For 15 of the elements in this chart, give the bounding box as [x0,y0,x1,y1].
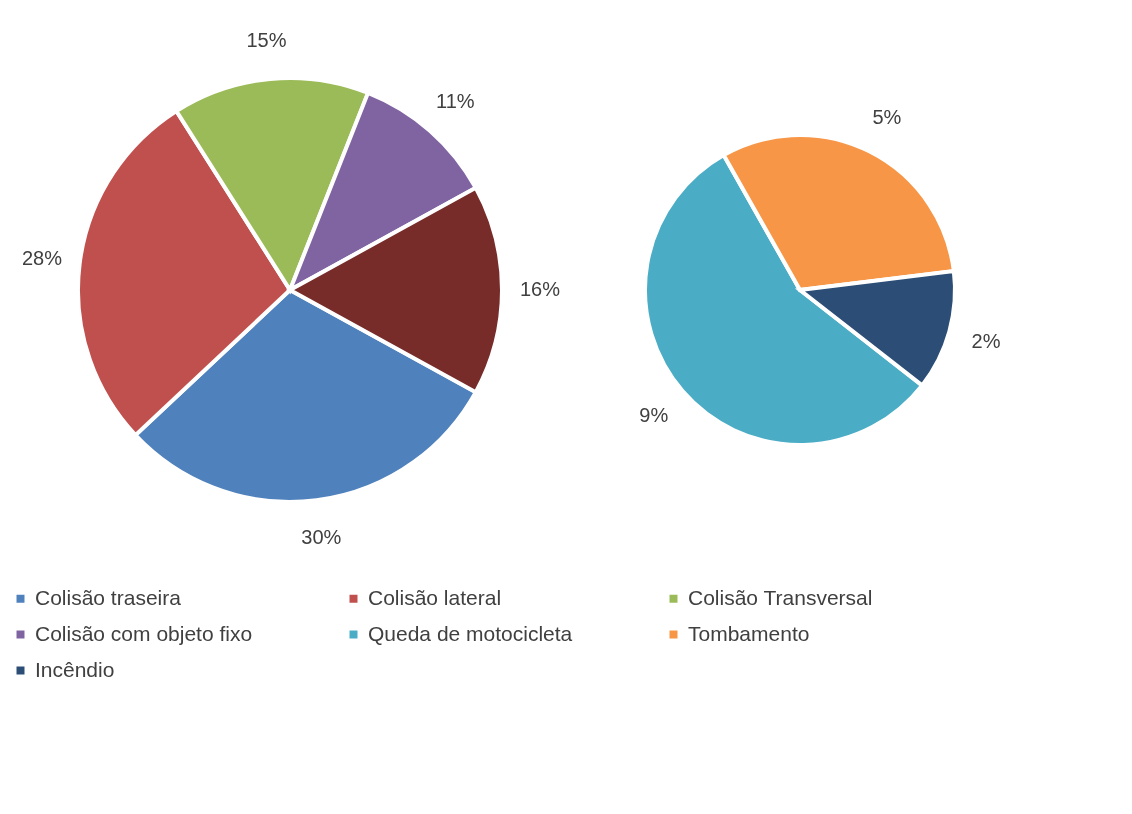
data-label: 28% [21,246,63,269]
data-label: 11% [436,90,475,113]
legend-label: Incêndio [35,657,115,681]
data-label: 9% [639,403,669,426]
data-label: 5% [872,105,902,128]
legend-label: Colisão traseira [35,585,182,609]
legend-label: Colisão Transversal [688,585,873,609]
data-label: 2% [971,329,1001,352]
data-label: 30% [301,526,342,549]
legend-label: Colisão com objeto fixo [35,621,253,645]
legend-label: Queda de motocicleta [368,621,573,645]
legend-label: Tombamento [688,621,810,645]
data-label: 15% [246,29,287,52]
legend-label: Colisão lateral [368,585,502,609]
data-label: 16% [519,278,561,300]
